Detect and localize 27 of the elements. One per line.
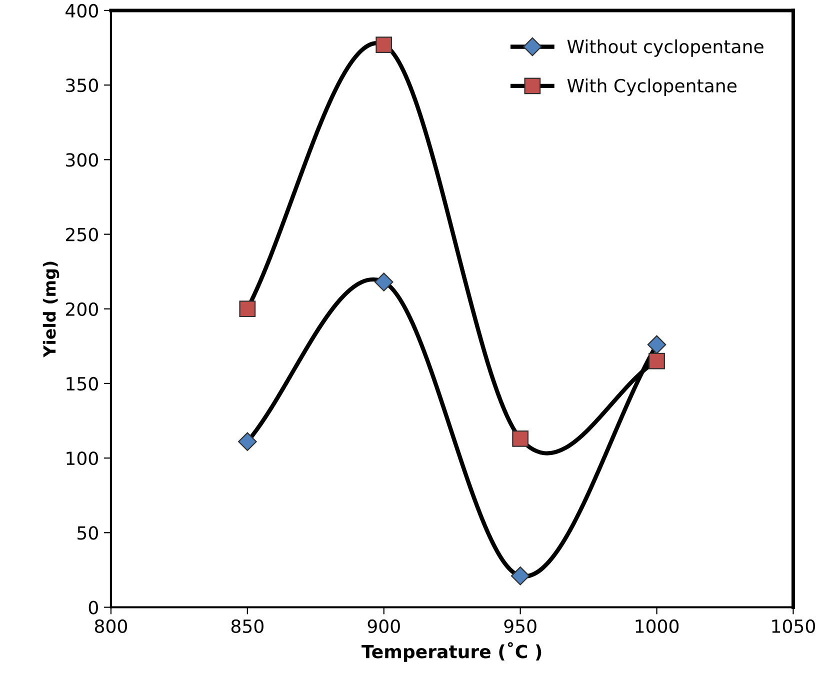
x-tick-label: 1050 (772, 619, 816, 634)
point (238, 432, 257, 452)
x-tick-label: 950 (504, 619, 536, 634)
point (512, 430, 529, 447)
y-tick-label: 0 (88, 600, 98, 614)
legend-label: Without cyclopentane (567, 39, 764, 57)
y-tick-label: 350 (66, 78, 98, 92)
point (647, 335, 666, 354)
y-tick-label: 300 (66, 153, 98, 167)
y-tick-label: 250 (66, 228, 98, 242)
x-tick-label: 800 (94, 619, 127, 634)
point (376, 36, 392, 53)
y-tick-label: 100 (66, 452, 98, 466)
point (239, 300, 256, 318)
x-tick-label: 1000 (636, 619, 679, 634)
x-axis-title: Temperature (˚C ) (362, 642, 542, 662)
x-tick-label: 900 (368, 619, 400, 634)
legend-label: With Cyclopentane (567, 78, 736, 96)
y-tick-label: 200 (66, 302, 98, 316)
point (374, 272, 394, 292)
y-axis-title: Yield (mg) (42, 262, 60, 358)
y-tick-label: 150 (66, 376, 98, 391)
y-tick-label: 50 (78, 526, 98, 540)
x-tick-label: 850 (231, 619, 264, 634)
point (510, 566, 530, 586)
y-tick-label: 400 (66, 4, 98, 18)
point (648, 352, 665, 370)
